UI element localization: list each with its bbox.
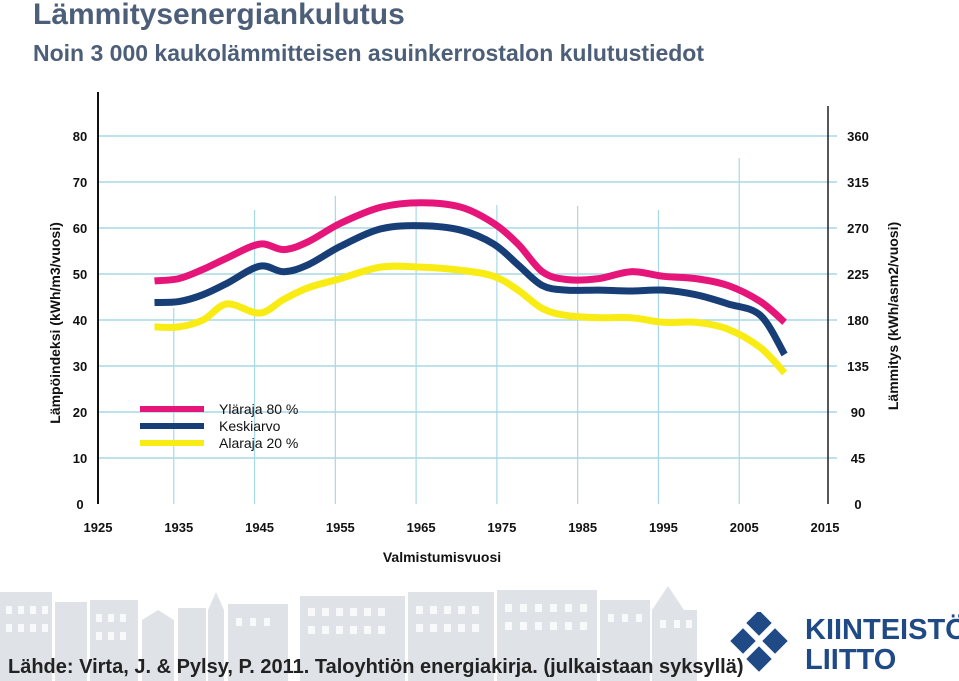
series-layer: [154, 199, 788, 376]
logo-text-line2: LIITTO: [805, 644, 897, 676]
y-tick-label: 80: [73, 129, 87, 144]
x-tick-label: 1995: [649, 520, 678, 535]
city-skyline-illustration: [0, 586, 697, 681]
y2-tick-label: 180: [847, 313, 869, 328]
y2-tick-label: 135: [847, 359, 869, 374]
x-tick-label: 2015: [811, 520, 840, 535]
y2-tick-label: 225: [847, 267, 869, 282]
y-tick-label: 60: [73, 221, 87, 236]
y2-axis-title: Lämmitys (kWh/asm2/vuosi): [885, 222, 901, 410]
y2-tick-label: 360: [847, 129, 869, 144]
x-tick-label: 1945: [245, 520, 274, 535]
x-tick-label: 1975: [487, 520, 516, 535]
y-tick-label: 70: [73, 175, 87, 190]
y-tick-label: 30: [73, 359, 87, 374]
y-tick-label: 10: [73, 451, 87, 466]
legend-item-mean-label: Keskiarvo: [219, 418, 281, 434]
x-tick-label: 1955: [326, 520, 355, 535]
y2-tick-label: 45: [851, 451, 865, 466]
logo-text-line1: KIINTEISTÖ: [805, 614, 959, 646]
y-tick-label: 40: [73, 313, 87, 328]
y2-tick-label: 90: [851, 405, 865, 420]
x-tick-label: 1985: [568, 520, 597, 535]
y2-tick-label: 315: [847, 175, 869, 190]
legend-item-upper-label: Yläraja 80 %: [219, 401, 298, 417]
series-line-mean: [154, 222, 788, 357]
page-subtitle: Noin 3 000 kaukolämmitteisen asuinkerros…: [33, 40, 705, 66]
legend-item-lower-label: Alaraja 20 %: [219, 435, 298, 451]
x-axis-title: Valmistumisvuosi: [383, 549, 501, 565]
x-tick-label: 1925: [84, 520, 113, 535]
kiinteistoliitto-logo: KIINTEISTÖ LIITTO: [730, 612, 959, 678]
x-tick-label: 2005: [730, 520, 759, 535]
y-axis-title: Lämpöindeksi (kWh/m3/vuosi): [47, 222, 63, 423]
grid-layer: [98, 135, 837, 504]
y-tick-label: 20: [73, 405, 87, 420]
x-tick-label: 1965: [407, 520, 436, 535]
x-tick-label: 1935: [164, 520, 193, 535]
logo-mark-icon: [730, 612, 788, 672]
y2-tick-label: 0: [854, 497, 861, 512]
axis-layer: 0 10 20 30 40 50 60 70 80 0 45 90 135 180 225 270 315 360…: [47, 92, 901, 565]
source-citation: Lähde: Virta, J. & Pylsy, P. 2011. Taloy…: [8, 656, 744, 678]
series-line-lower-20: [154, 262, 788, 376]
y-tick-label: 50: [73, 267, 87, 282]
y2-tick-label: 270: [847, 221, 869, 236]
series-line-upper-80: [154, 199, 787, 325]
y-tick-label: 0: [76, 497, 83, 512]
page-title: Lämmitysenergiankulutus: [33, 0, 405, 31]
